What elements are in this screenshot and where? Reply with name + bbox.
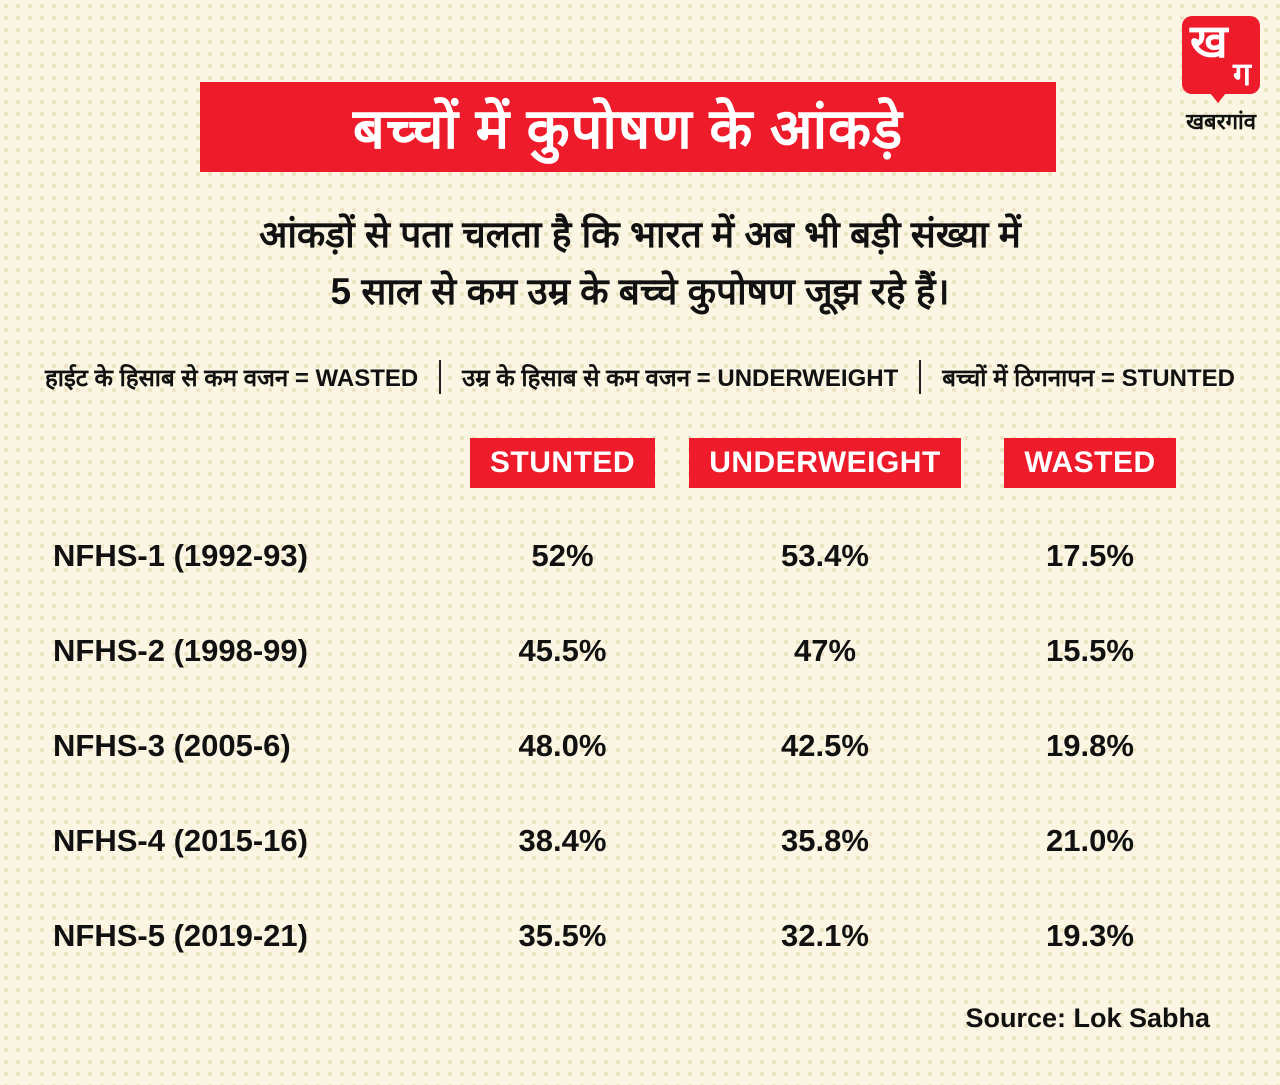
logo-wordmark: खबरगांव: [1186, 109, 1256, 134]
value-wasted: 17.5%: [1046, 537, 1134, 573]
column-header-stunted: STUNTED: [469, 438, 656, 488]
subtitle-line-1: आंकड़ों से पता चलता है कि भारत में अब भी…: [259, 214, 1021, 255]
logo-mark: ख ग: [1182, 15, 1260, 103]
logo-speech-tail-icon: [1210, 93, 1226, 103]
page-title: बच्चों में कुपोषण के आंकड़े: [352, 97, 904, 160]
value-stunted: 35.5%: [518, 917, 607, 953]
column-header-wasted: WASTED: [1004, 438, 1176, 488]
row-label: NFHS-4 (2015-16): [53, 822, 308, 858]
legend-item-stunted: बच्चों में ठिगनापन = STUNTED: [942, 364, 1235, 392]
value-stunted: 52%: [531, 537, 594, 573]
row-label: NFHS-2 (1998-99): [53, 632, 308, 668]
value-wasted: 19.8%: [1046, 727, 1134, 763]
value-underweight: 42.5%: [781, 727, 869, 763]
row-label: NFHS-1 (1992-93): [53, 537, 308, 573]
legend-divider: [919, 360, 922, 394]
value-stunted: 45.5%: [518, 632, 607, 668]
subtitle: आंकड़ों से पता चलता है कि भारत में अब भी…: [160, 206, 1120, 321]
data-table: STUNTED UNDERWEIGHT WASTED NFHS-1 (1992-…: [45, 438, 1235, 983]
value-underweight: 35.8%: [781, 822, 869, 858]
value-underweight: 47%: [793, 632, 857, 668]
logo-glyph-ga: ग: [1232, 56, 1251, 92]
legend-item-wasted: हाईट के हिसाब से कम वजन = WASTED: [45, 364, 419, 392]
value-stunted: 38.4%: [518, 822, 607, 858]
value-underweight: 53.4%: [781, 537, 869, 573]
table-row: NFHS-3 (2005-6) 48.0% 42.5% 19.8%: [45, 698, 1235, 793]
table-row: NFHS-2 (1998-99) 45.5% 47% 15.5%: [45, 603, 1235, 698]
row-label: NFHS-5 (2019-21): [53, 917, 308, 953]
legend-item-underweight: उम्र के हिसाब से कम वजन = UNDERWEIGHT: [462, 364, 899, 392]
value-wasted: 15.5%: [1046, 632, 1134, 668]
legend-divider: [439, 360, 442, 394]
source-credit: Source: Lok Sabha: [965, 1003, 1210, 1033]
khabargaon-logo: ख ग खबरगांव: [1178, 16, 1264, 136]
logo-glyph-kha: ख: [1190, 15, 1228, 67]
title-banner: बच्चों में कुपोषण के आंकड़े: [200, 82, 1056, 172]
value-underweight: 32.1%: [781, 917, 869, 953]
value-wasted: 19.3%: [1046, 917, 1134, 953]
table-row: NFHS-5 (2019-21) 35.5% 32.1% 19.3%: [45, 888, 1235, 983]
table-row: NFHS-4 (2015-16) 38.4% 35.8% 21.0%: [45, 793, 1235, 888]
value-stunted: 48.0%: [518, 727, 607, 763]
legend: हाईट के हिसाब से कम वजन = WASTED उम्र के…: [45, 360, 1235, 394]
value-wasted: 21.0%: [1046, 822, 1134, 858]
table-row: NFHS-1 (1992-93) 52% 53.4% 17.5%: [45, 508, 1235, 603]
table-header: STUNTED UNDERWEIGHT WASTED: [45, 438, 1235, 488]
row-label: NFHS-3 (2005-6): [53, 727, 291, 763]
column-header-underweight: UNDERWEIGHT: [689, 438, 961, 488]
table-body: NFHS-1 (1992-93) 52% 53.4% 17.5% NFHS-2 …: [45, 508, 1235, 983]
subtitle-line-2: 5 साल से कम उम्र के बच्चे कुपोषण जूझ रहे…: [330, 271, 950, 313]
